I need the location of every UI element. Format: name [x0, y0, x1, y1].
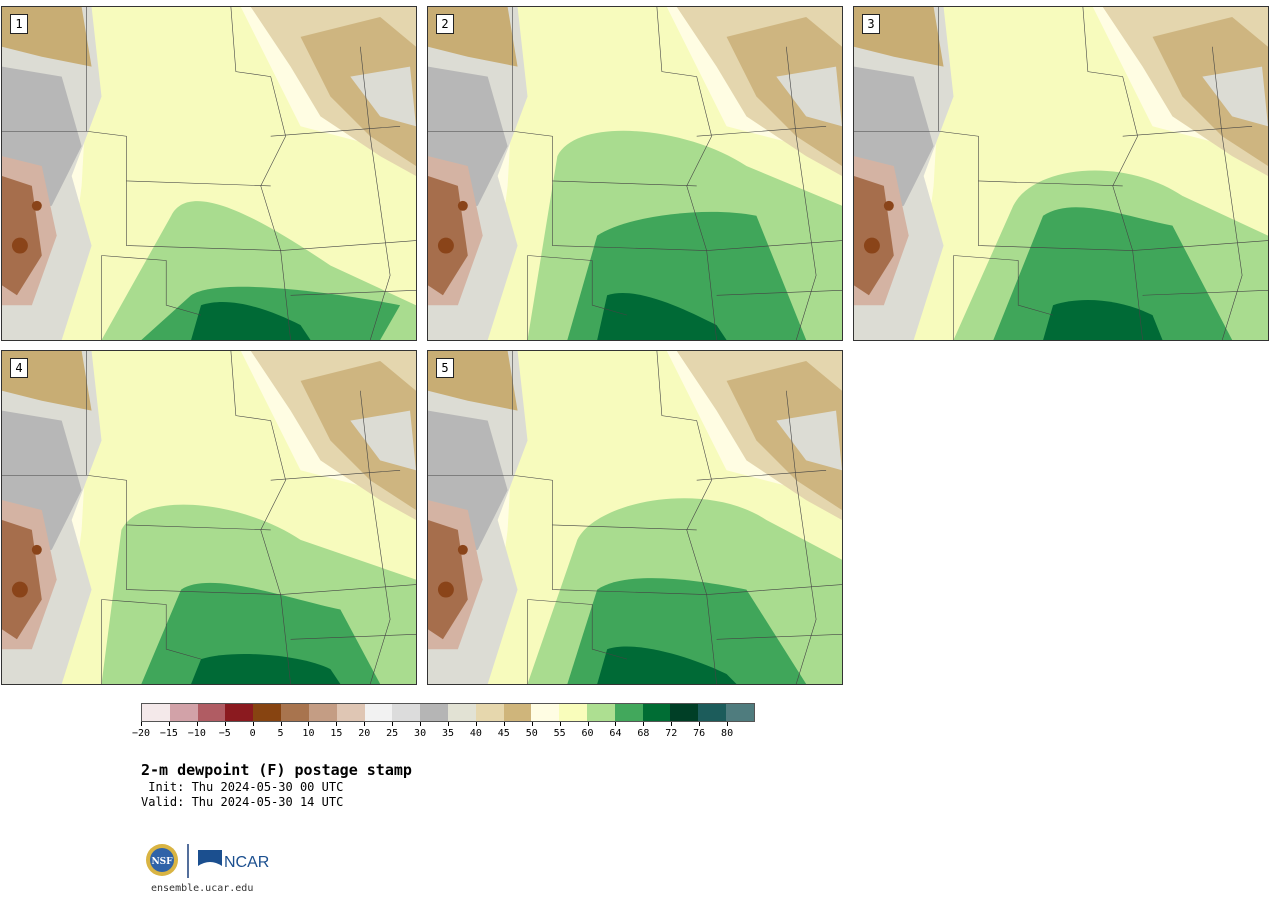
colorbar-swatch	[142, 704, 170, 721]
colorbar-tick-label: 25	[386, 728, 399, 739]
colorbar-tick-label: 76	[693, 728, 706, 739]
colorbar-tick	[531, 722, 533, 726]
ncar-logo: NCAR	[198, 850, 269, 871]
init-time: Init: Thu 2024-05-30 00 UTC	[141, 780, 344, 794]
website-url: ensemble.ucar.edu	[151, 883, 254, 894]
colorbar-tick-label: 60	[581, 728, 594, 739]
colorbar-tick	[252, 722, 254, 726]
map-panel-4: 4	[1, 350, 417, 685]
colorbar-tick-label: 72	[665, 728, 678, 739]
colorbar-swatch	[447, 704, 476, 721]
panel-member-label: 4	[10, 358, 28, 378]
panel-member-label: 5	[436, 358, 454, 378]
colorbar-tick	[308, 722, 310, 726]
colorbar-swatch	[225, 704, 254, 721]
colorbar-tick-label: 80	[721, 728, 734, 739]
colorbar-tick	[196, 722, 198, 726]
colorbar-swatch	[614, 704, 643, 721]
logos: NSF NCAR	[144, 842, 274, 882]
colorbar-tick-label: 40	[469, 728, 482, 739]
colorbar-swatch	[392, 704, 421, 721]
colorbar-tick-label: −10	[187, 728, 206, 739]
map-panel-5: 5	[427, 350, 843, 685]
colorbar-swatch	[698, 704, 727, 721]
colorbar-tick	[420, 722, 422, 726]
colorbar-tick	[503, 722, 505, 726]
colorbar-tick-label: 68	[637, 728, 650, 739]
nsf-logo-text: NSF	[151, 857, 173, 867]
nsf-logo: NSF	[146, 844, 178, 876]
colorbar-tick	[475, 722, 477, 726]
colorbar-tick-label: −5	[218, 728, 231, 739]
valid-time: Valid: Thu 2024-05-30 14 UTC	[141, 795, 344, 809]
colorbar-tick	[727, 722, 729, 726]
panel-member-label: 1	[10, 14, 28, 34]
colorbar-tick	[615, 722, 617, 726]
colorbar-swatch	[281, 704, 309, 721]
colorbar-swatch	[475, 704, 504, 721]
colorbar-tick-label: 20	[358, 728, 371, 739]
colorbar-tick-label: 5	[277, 728, 284, 739]
colorbar-swatch	[197, 704, 226, 721]
colorbar-swatch	[364, 704, 393, 721]
colorbar-swatch	[670, 704, 699, 721]
colorbar-tick-label: 64	[609, 728, 622, 739]
chart-title: 2-m dewpoint (F) postage stamp	[141, 761, 412, 779]
colorbar-tick-label: 35	[441, 728, 455, 739]
colorbar-tick-label: 50	[525, 728, 538, 739]
colorbar-tick	[587, 722, 589, 726]
colorbar-tick-label: 0	[249, 728, 256, 739]
colorbar-tick-label: 45	[497, 728, 510, 739]
colorbar-tick	[392, 722, 394, 726]
colorbar-swatch	[420, 704, 448, 721]
colorbar-tick	[559, 722, 561, 726]
colorbar-tick	[141, 722, 142, 726]
colorbar-swatch	[308, 704, 337, 721]
colorbar-swatch	[253, 704, 282, 721]
colorbar-swatch	[642, 704, 671, 721]
ncar-logo-text: NCAR	[224, 854, 269, 871]
map-panel-1: 1	[1, 6, 417, 341]
colorbar-tick	[448, 722, 449, 726]
colorbar-swatch	[503, 704, 532, 721]
colorbar-tick	[643, 722, 645, 726]
colorbar-swatch	[587, 704, 615, 721]
panel-member-label: 3	[862, 14, 880, 34]
colorbar-swatch	[169, 704, 198, 721]
colorbar-tick	[224, 722, 226, 726]
colorbar-tick-label: 15	[330, 728, 343, 739]
colorbar-tick	[280, 722, 282, 726]
colorbar-tick-label: 10	[302, 728, 315, 739]
colorbar-tick	[364, 722, 366, 726]
colorbar-swatch	[726, 704, 754, 721]
panel-member-label: 2	[436, 14, 454, 34]
colorbar-tick	[168, 722, 170, 726]
colorbar-tick	[336, 722, 338, 726]
colorbar-tick-label: −15	[159, 728, 178, 739]
colorbar-tick	[671, 722, 673, 726]
map-panel-2: 2	[427, 6, 843, 341]
colorbar-tick-label: −20	[131, 728, 151, 739]
colorbar-tick	[699, 722, 701, 726]
colorbar-swatch	[559, 704, 587, 721]
colorbar-swatch	[531, 704, 560, 721]
map-panel-3: 3	[853, 6, 1269, 341]
colorbar	[141, 703, 755, 722]
colorbar-ticks: −20 −15 −10 −5 0 5 10 15 20 25 30 35 40 45 50 55 60 64 68 7…	[132, 722, 755, 742]
colorbar-tick-label: 55	[553, 728, 566, 739]
colorbar-tick-label: 30	[414, 728, 427, 739]
colorbar-swatch	[336, 704, 365, 721]
